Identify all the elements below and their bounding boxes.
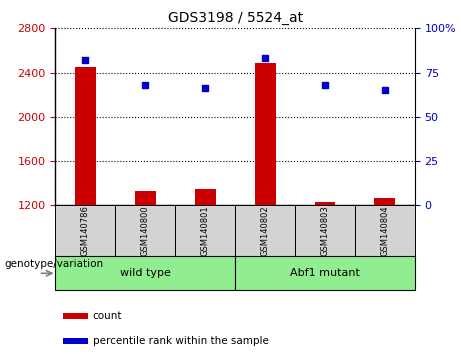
- Text: GSM140803: GSM140803: [320, 205, 330, 256]
- Bar: [235, 205, 295, 256]
- Bar: [75, 67, 96, 205]
- Text: wild type: wild type: [120, 268, 171, 278]
- Text: count: count: [93, 311, 122, 321]
- Bar: [55, 256, 235, 290]
- Text: GSM140804: GSM140804: [380, 205, 390, 256]
- Point: [201, 86, 209, 91]
- Text: GSM140800: GSM140800: [141, 205, 150, 256]
- Bar: [195, 189, 216, 205]
- Bar: [355, 205, 415, 256]
- Text: percentile rank within the sample: percentile rank within the sample: [93, 336, 269, 346]
- Bar: [175, 205, 235, 256]
- Title: GDS3198 / 5524_at: GDS3198 / 5524_at: [167, 11, 303, 24]
- Bar: [314, 202, 336, 205]
- Bar: [63, 338, 89, 344]
- Bar: [55, 205, 115, 256]
- Bar: [295, 205, 355, 256]
- Bar: [235, 256, 415, 290]
- Text: Abf1 mutant: Abf1 mutant: [290, 268, 360, 278]
- Bar: [63, 313, 89, 319]
- Point: [381, 87, 389, 93]
- Text: GSM140786: GSM140786: [81, 205, 90, 256]
- Text: genotype/variation: genotype/variation: [5, 259, 104, 269]
- Point: [321, 82, 329, 88]
- Point: [82, 57, 89, 63]
- Bar: [374, 198, 396, 205]
- Point: [261, 56, 269, 61]
- Text: GSM140801: GSM140801: [201, 205, 210, 256]
- Bar: [135, 191, 156, 205]
- Point: [142, 82, 149, 88]
- Text: GSM140802: GSM140802: [260, 205, 270, 256]
- Bar: [115, 205, 175, 256]
- Bar: [254, 63, 276, 205]
